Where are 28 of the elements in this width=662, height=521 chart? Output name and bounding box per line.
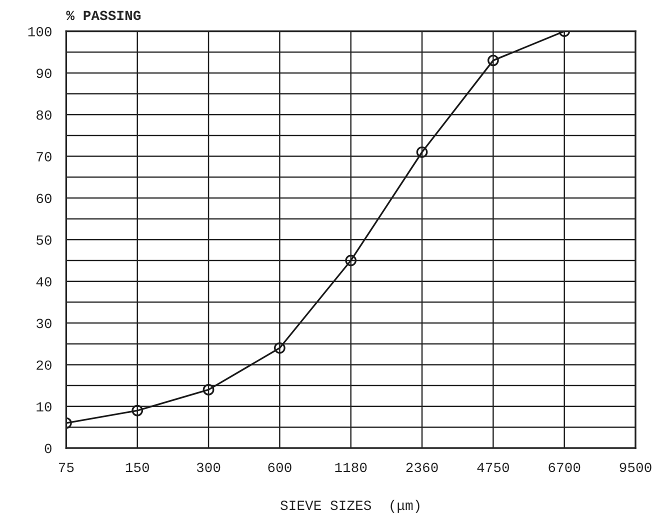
point xyxy=(202,384,214,396)
x-tick-label: 1180 xyxy=(335,462,367,472)
x-axis-title: SIEVE SIZES (μm) xyxy=(280,500,420,513)
y-tick-label: 80 xyxy=(36,110,52,120)
point xyxy=(345,254,357,266)
x-tick-label: 150 xyxy=(126,462,150,472)
y-tick-label: 40 xyxy=(36,277,52,287)
y-tick-label: 20 xyxy=(36,360,52,370)
point xyxy=(132,404,144,416)
x-tick-label: 600 xyxy=(268,462,292,472)
y-tick-label: 60 xyxy=(36,194,52,204)
y-tick-label: 10 xyxy=(36,402,52,412)
y-tick-label: 0 xyxy=(44,444,52,454)
point xyxy=(274,342,286,354)
point xyxy=(416,146,428,158)
x-tick-label: 300 xyxy=(196,462,220,472)
y-axis-title: % PASSING xyxy=(66,10,141,20)
y-tick-label: 100 xyxy=(28,27,52,36)
point xyxy=(487,54,499,66)
y-tick-label: 50 xyxy=(36,235,52,245)
x-tick-label: 4750 xyxy=(477,462,510,472)
x-tick-label: 6700 xyxy=(548,462,580,472)
y-tick-label: 30 xyxy=(36,318,52,328)
x-tick-label: 9500 xyxy=(620,462,652,472)
y-tick-label: 70 xyxy=(36,152,52,162)
x-tick-label: 75 xyxy=(58,462,74,472)
y-tick-label: 90 xyxy=(36,68,52,78)
x-tick-label: 2360 xyxy=(406,462,438,472)
